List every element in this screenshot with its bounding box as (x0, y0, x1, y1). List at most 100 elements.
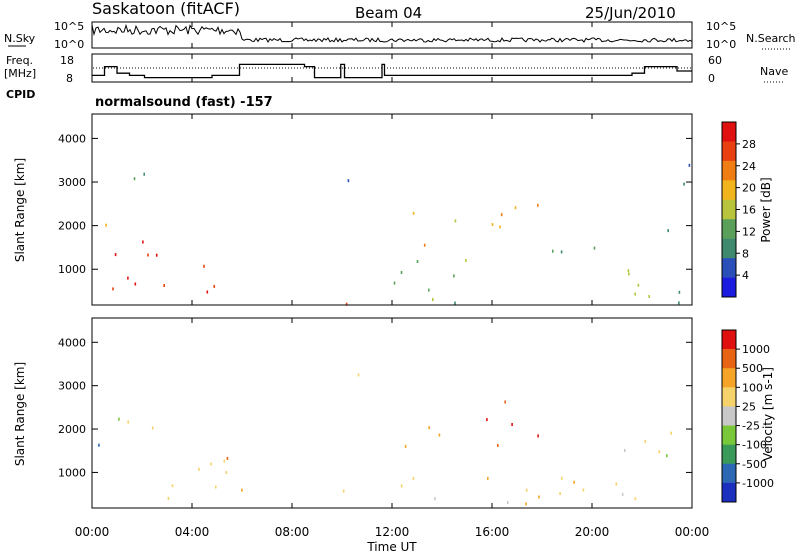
y-tick-label: 1000 (58, 466, 86, 479)
scatter-cell (167, 496, 170, 500)
scatter-cell (667, 229, 669, 233)
scatter-cell (525, 502, 527, 506)
power-ylabel: Slant Range [km] (13, 158, 27, 262)
scatter-cell (112, 287, 114, 291)
scatter-cell (560, 476, 563, 480)
colorbar-swatch (722, 238, 736, 259)
colorbar-swatch (722, 444, 736, 465)
scatter-cell (666, 454, 668, 458)
beam-title: Beam 04 (355, 4, 422, 22)
noise-right-tick-top: 10^5 (706, 20, 736, 33)
colorbar-swatch (722, 482, 736, 503)
colorbar-tick-label: 25 (742, 400, 756, 413)
colorbar-swatch (722, 368, 736, 388)
noise-panel: N.Sky 10^5 10^0 10^5 10^0 N.Search (4, 20, 796, 51)
scatter-cell (171, 484, 174, 488)
colorbar-tick-label: 1000 (742, 343, 770, 356)
scatter-cell (465, 259, 467, 262)
colorbar-tick-label: 24 (742, 160, 756, 173)
scatter-cell (226, 456, 229, 460)
scatter-cell (670, 431, 672, 435)
scatter-cell (142, 240, 144, 244)
colorbar-swatch (722, 349, 736, 369)
date-title: 25/Jun/2010 (585, 4, 676, 22)
colorbar-tick-label: 100 (742, 381, 763, 394)
scatter-cell (105, 223, 107, 227)
colorbar-swatch (722, 180, 736, 201)
scatter-cell (147, 253, 149, 257)
scatter-cell (223, 459, 226, 463)
x-tick-label: 04:00 (175, 525, 210, 539)
scatter-cell (118, 417, 120, 421)
scatter-cell (678, 290, 681, 294)
colorbar-tick-label: -500 (742, 458, 767, 471)
scatter-cell (412, 476, 415, 480)
scatter-cell (683, 182, 685, 186)
colorbar-tick-label: 4 (742, 269, 749, 282)
scatter-cell (621, 492, 624, 496)
y-tick-label: 2000 (58, 220, 86, 233)
x-axis-label: Time UT (366, 540, 417, 554)
freq-label-2: [MHz] (4, 67, 36, 80)
scatter-cell (628, 272, 630, 276)
noise-left-tick-top: 10^5 (54, 20, 84, 33)
scatter-cell (615, 482, 618, 486)
y-tick-label: 2000 (58, 423, 86, 436)
colorbar-swatch (722, 160, 736, 181)
nave-right-tick-top: 60 (708, 54, 722, 67)
scatter-cell (225, 471, 228, 474)
x-tick-label: 00:00 (75, 525, 110, 539)
colorbar-swatch (722, 141, 736, 162)
velocity-yticks: 4000 3000 2000 1000 (58, 336, 692, 479)
colorbar-tick-label: -100 (742, 439, 767, 452)
scatter-cell (412, 211, 415, 215)
scatter-cell (688, 163, 691, 167)
power-colorbar: 28 24 20 16 12 8 4 (721, 121, 756, 298)
scatter-cell (559, 492, 561, 495)
scatter-cell (155, 253, 158, 257)
scatter-cell (434, 497, 436, 501)
scatter-cell (525, 488, 528, 492)
colorbar-swatch (722, 258, 736, 278)
scatter-cell (624, 448, 626, 452)
noise-trace (91, 23, 693, 43)
scatter-cell (416, 260, 419, 263)
cpid-value: normalsound (fast) -157 (95, 95, 273, 110)
colorbar-tick-label: 12 (742, 225, 756, 238)
scatter-cell (210, 462, 212, 466)
colorbar-swatch (722, 387, 736, 407)
scatter-cell (499, 225, 501, 229)
colorbar-tick-label: 28 (742, 138, 756, 151)
scatter-cell (400, 271, 403, 274)
power-scatter (105, 163, 691, 306)
freq-left-tick-bottom: 8 (66, 72, 73, 85)
colorbar-tick-label: -1000 (742, 477, 774, 490)
scatter-cell (428, 426, 430, 430)
scatter-cell (342, 489, 345, 493)
y-tick-label: 4000 (58, 336, 86, 349)
freq-left-tick-top: 18 (60, 54, 74, 67)
scatter-cell (428, 288, 430, 292)
scatter-cell (151, 426, 154, 430)
velocity-ylabel: Slant Range [km] (13, 362, 27, 466)
velocity-panel: 4000 3000 2000 1000 Slant Range [km] 1000 50… (13, 317, 775, 509)
colorbar-tick-label: 16 (742, 204, 756, 217)
colorbar-tick-label: 8 (742, 247, 749, 260)
velocity-colorbar-label: Velocity [m s-1] (761, 367, 775, 461)
nave-right-tick-bottom: 0 (708, 72, 715, 85)
scatter-cell (511, 423, 513, 426)
nsky-label: N.Sky (4, 32, 36, 45)
noise-left-tick-bottom: 10^0 (54, 38, 84, 51)
colorbar-swatch (722, 219, 736, 239)
colorbar-swatch (722, 406, 736, 426)
velocity-scatter (98, 373, 672, 506)
scatter-cell (582, 488, 585, 492)
scatter-cell (537, 434, 539, 438)
scatter-cell (537, 203, 539, 207)
scatter-cell (678, 301, 680, 305)
scatter-cell (241, 488, 243, 492)
x-tick-label: 16:00 (475, 525, 510, 539)
x-tick-label: 00:00 (675, 525, 710, 539)
scatter-cell (538, 495, 540, 499)
